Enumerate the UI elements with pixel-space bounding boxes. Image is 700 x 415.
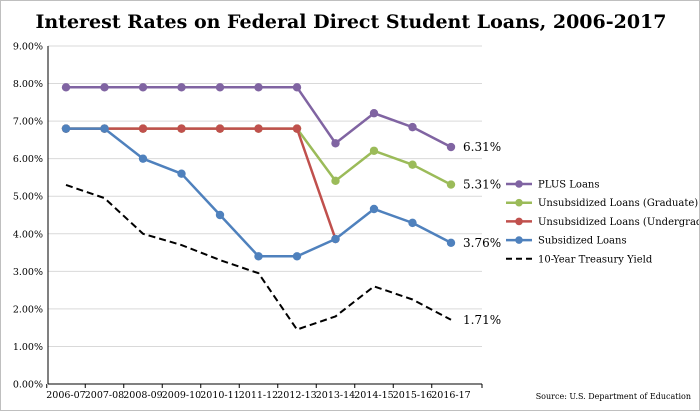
series-10-year-treasury-yield: [65, 184, 452, 331]
y-tick-label: 8.00%: [13, 79, 43, 90]
x-tick-label: 2006-07: [46, 390, 85, 401]
series-line: [65, 184, 452, 331]
chart-title: Interest Rates on Federal Direct Student…: [35, 11, 666, 33]
data-point: [100, 124, 109, 133]
legend-label: 10-Year Treasury Yield: [538, 254, 653, 265]
data-point: [408, 122, 417, 132]
x-tick-label: 2013-14: [316, 390, 355, 401]
data-point: [369, 146, 379, 155]
legend: PLUS Loans Unsubsidized Loans (Graduate) U…: [506, 180, 700, 265]
data-point: [100, 83, 109, 92]
data-point: [61, 124, 71, 133]
end-value-label: 1.71%: [463, 313, 501, 327]
data-point: [331, 139, 340, 148]
data-point: [292, 252, 302, 261]
y-tick-label: 3.00%: [13, 267, 43, 278]
x-tick-label: 2007-08: [85, 390, 124, 401]
series-unsubsidized-loans-graduate: [61, 124, 456, 189]
series-plus-loans: [61, 83, 456, 152]
y-tick-label: 9.00%: [13, 42, 43, 53]
legend-item: PLUS Loans: [506, 180, 599, 191]
gridlines: [48, 45, 482, 347]
data-point: [292, 83, 302, 92]
series-unsubsidized-loans-undergrad: [61, 124, 340, 244]
data-point: [446, 238, 456, 247]
data-point: [254, 83, 263, 92]
data-point: [331, 234, 340, 244]
data-point: [138, 124, 148, 133]
data-point: [369, 109, 379, 118]
y-tick-label: 2.00%: [13, 304, 43, 315]
data-point: [177, 169, 186, 178]
series-line: [66, 127, 452, 258]
x-tick-label: 2015-16: [393, 390, 432, 401]
legend-marker: [515, 217, 523, 226]
x-tick-label: 2011-12: [239, 390, 278, 401]
y-tick-label: 7.00%: [13, 117, 43, 128]
y-tick-label: 6.00%: [13, 154, 43, 165]
y-axis-labels: 0.00% 1.00% 2.00% 3.00% 4.00% 5.00% 6.00% 7.00%…: [13, 42, 43, 391]
x-axis-labels: 2006-07 2007-08 2008-09 2009-10 2010-11 2011-…: [46, 390, 470, 401]
y-tick-label: 4.00%: [13, 229, 43, 240]
x-tick-label: 2014-15: [354, 390, 393, 401]
legend-label: PLUS Loans: [538, 180, 599, 191]
y-tick-label: 1.00%: [13, 342, 43, 353]
source-note: Source: U.S. Department of Education: [536, 392, 691, 401]
data-point: [446, 142, 456, 152]
end-value-label: 3.76%: [463, 236, 501, 250]
data-point: [215, 83, 225, 92]
data-point: [138, 154, 148, 163]
x-tick-label: 2016-17: [431, 390, 470, 401]
series-line: [66, 127, 452, 186]
end-value-label: 6.31%: [463, 140, 501, 154]
data-point: [408, 218, 417, 228]
x-tick-label: 2012-13: [277, 390, 316, 401]
data-point: [292, 124, 302, 133]
data-point: [61, 83, 71, 92]
data-point: [254, 124, 263, 133]
legend-marker: [515, 198, 523, 207]
series-line: [66, 127, 337, 240]
legend-item: Unsubsidized Loans (Graduate): [506, 198, 698, 209]
data-point: [446, 180, 456, 189]
data-point: [177, 83, 186, 92]
data-point: [177, 124, 186, 133]
end-labels: 6.31% 5.31% 3.76% 1.71%: [463, 140, 501, 327]
legend-item: 10-Year Treasury Yield: [506, 254, 653, 265]
data-point: [215, 124, 225, 133]
legend-marker: [515, 236, 523, 244]
legend-marker: [515, 180, 523, 188]
data-point: [254, 252, 263, 261]
data-point: [331, 176, 340, 186]
series-group: [61, 83, 456, 331]
x-tick-label: 2008-09: [123, 390, 162, 401]
legend-item: Unsubsidized Loans (Undergrad): [506, 217, 700, 228]
data-point: [408, 160, 417, 169]
data-point: [138, 83, 148, 92]
series-subsidized-loans: [61, 124, 456, 261]
series-line: [66, 86, 452, 149]
data-point: [215, 210, 225, 220]
y-tick-label: 5.00%: [13, 192, 43, 203]
end-value-label: 5.31%: [463, 178, 501, 192]
data-point: [369, 204, 379, 214]
x-tick-label: 2009-10: [162, 390, 201, 401]
axes: [46, 46, 483, 388]
y-tick-label: 0.00%: [13, 380, 43, 391]
x-tick-label: 2010-11: [200, 390, 239, 401]
legend-label: Unsubsidized Loans (Undergrad): [538, 217, 699, 228]
legend-label: Subsidized Loans: [538, 236, 627, 247]
legend-label: Unsubsidized Loans (Graduate): [538, 198, 698, 209]
legend-item: Subsidized Loans: [506, 236, 627, 247]
